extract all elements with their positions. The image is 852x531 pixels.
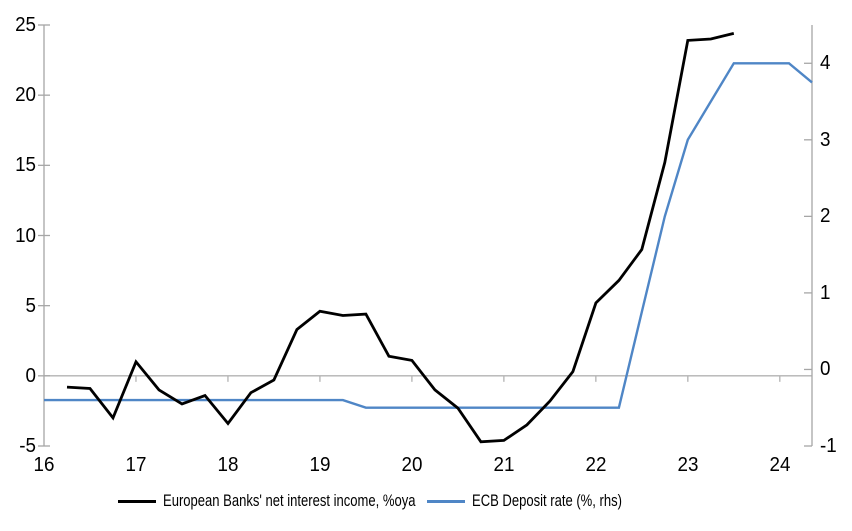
legend-label: European Banks' net interest income, %oy… [163, 492, 416, 510]
x-axis-tick-label: 24 [769, 454, 791, 476]
x-axis-tick-label: 22 [585, 454, 607, 476]
legend-item: ECB Deposit rate (%, rhs) [427, 490, 662, 512]
legend-item: European Banks' net interest income, %oy… [118, 490, 483, 512]
right-axis-tick-label: 2 [820, 205, 831, 228]
left-axis-tick-label: 20 [15, 84, 37, 107]
x-axis-tick-label: 16 [33, 454, 55, 476]
right-axis-tick-label: -1 [820, 435, 837, 457]
right-axis-tick-label: 4 [820, 52, 831, 75]
series-lines [44, 32, 813, 444]
left-axis-tick-label: 5 [25, 294, 36, 317]
right-axis-tick-label: 1 [820, 281, 831, 304]
x-axis-tick-label: 19 [309, 454, 331, 476]
left-axis-tick-label: 10 [15, 224, 37, 247]
x-axis-tick-label: 17 [125, 454, 147, 476]
x-axis-tick-label: 20 [401, 454, 423, 476]
ecb-line-swatch-icon [427, 499, 465, 503]
left-axis-tick-label: 0 [25, 364, 36, 387]
x-axis-tick-label: 21 [493, 454, 515, 476]
ecb-rate-series-line [44, 62, 813, 409]
tick-marks [38, 24, 812, 447]
right-axis-tick-label: 3 [820, 128, 831, 151]
left-axis-tick-label: 15 [15, 154, 37, 177]
x-axis-tick-label: 18 [217, 454, 239, 476]
x-axis-tick-label: 23 [677, 454, 699, 476]
right-axis-tick-label: 0 [820, 358, 831, 381]
left-axis-tick-label: -5 [19, 435, 36, 457]
nii-series-line [66, 32, 735, 444]
left-axis-tick-label: 25 [15, 14, 37, 36]
legend-label: ECB Deposit rate (%, rhs) [472, 492, 622, 510]
nii-line-swatch-icon [118, 499, 156, 503]
